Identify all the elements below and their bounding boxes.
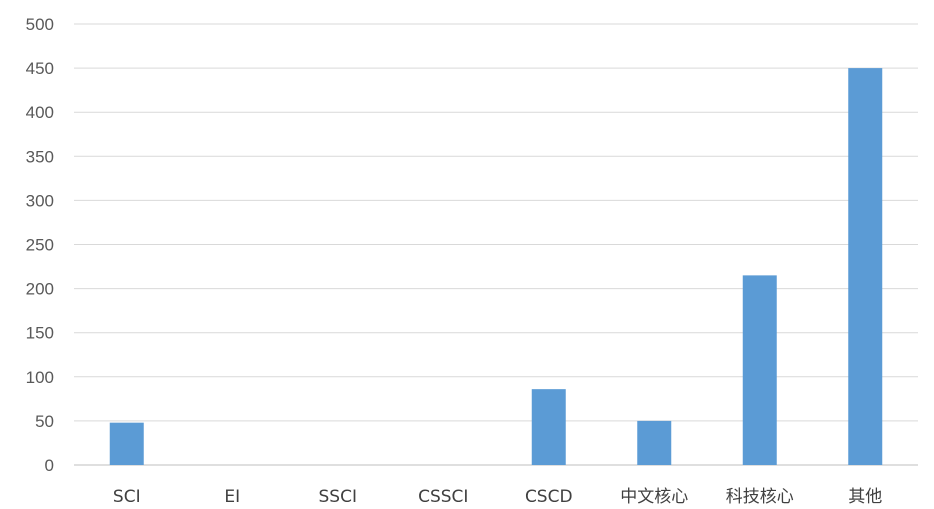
bar-7 bbox=[848, 68, 883, 465]
x-tick-label: SSCI bbox=[319, 487, 357, 507]
x-tick-label: 中文核心 bbox=[620, 487, 688, 507]
y-tick-label: 300 bbox=[26, 191, 54, 210]
x-axis-ticks: SCI EI SSCI CSSCI CSCD 中文核心 科技核心 其他 bbox=[113, 487, 882, 507]
x-tick-label: CSSCI bbox=[418, 487, 468, 507]
y-tick-label: 200 bbox=[26, 280, 54, 299]
x-tick-label: 科技核心 bbox=[726, 487, 794, 507]
bar-4 bbox=[531, 389, 566, 465]
y-tick-label: 450 bbox=[26, 59, 54, 78]
x-tick-label: EI bbox=[224, 487, 240, 507]
y-tick-label: 250 bbox=[26, 236, 54, 255]
y-tick-label: 0 bbox=[45, 456, 54, 475]
y-tick-label: 150 bbox=[26, 324, 54, 343]
bar-6 bbox=[742, 275, 777, 465]
y-tick-label: 50 bbox=[35, 412, 54, 431]
y-tick-label: 100 bbox=[26, 368, 54, 387]
x-tick-label: SCI bbox=[113, 487, 141, 507]
x-tick-label: CSCD bbox=[525, 487, 573, 507]
y-tick-label: 500 bbox=[26, 15, 54, 34]
gridlines bbox=[74, 23, 918, 466]
bars bbox=[109, 68, 883, 465]
y-tick-label: 350 bbox=[26, 147, 54, 166]
bar-0 bbox=[109, 422, 144, 465]
y-tick-label: 400 bbox=[26, 103, 54, 122]
x-tick-label: 其他 bbox=[848, 487, 882, 507]
bar-5 bbox=[637, 420, 672, 465]
y-axis-ticks: 0 50 100 150 200 250 300 350 400 450 500 bbox=[26, 15, 54, 475]
